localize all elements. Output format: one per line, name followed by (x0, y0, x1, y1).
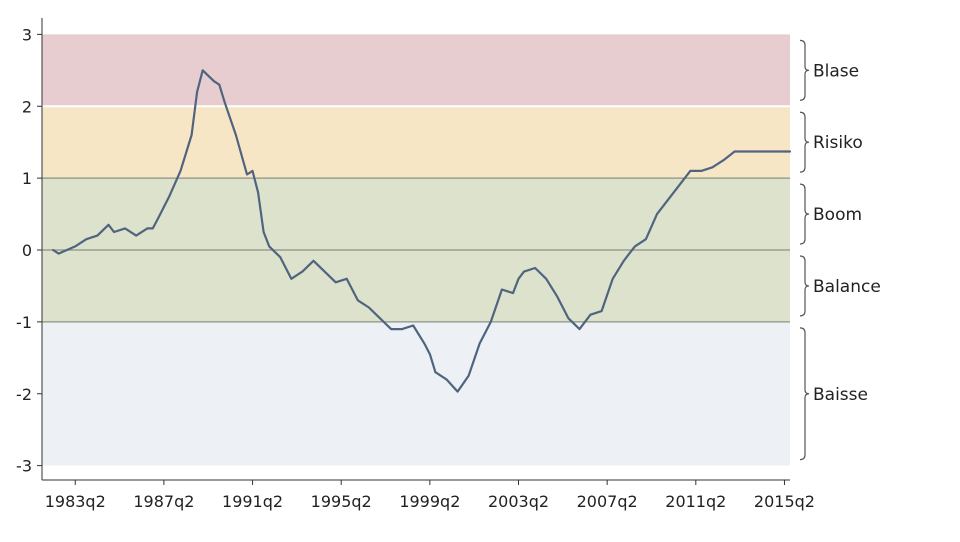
y-tick-label: 3 (22, 25, 32, 44)
x-tick-label: 2015q2 (754, 492, 815, 511)
y-tick-label: -1 (16, 313, 32, 332)
zone-band-baisse (42, 321, 790, 466)
x-tick-label: 1999q2 (399, 492, 460, 511)
zone-label-baisse: Baisse (813, 385, 868, 405)
zone-bands (42, 34, 790, 466)
zone-label-risiko: Risiko (813, 133, 863, 153)
series-group (51, 69, 792, 393)
y-axis-ticks: 3 2 1 0 -1 -2 -3 (16, 25, 42, 476)
zone-brackets: Blase Risiko Boom Balance Baisse (799, 39, 881, 461)
zone-label-blase: Blase (813, 61, 859, 81)
zone-boundaries (42, 105, 790, 323)
zone-band-balance (42, 250, 790, 322)
y-tick-label: 2 (22, 97, 32, 116)
x-tick-label: 1995q2 (311, 492, 372, 511)
zone-band-blase (42, 34, 790, 107)
zone-label-balance: Balance (813, 277, 881, 297)
zone-bracket-risiko (799, 111, 810, 173)
zone-band-boom (42, 178, 790, 250)
x-tick-label: 1987q2 (133, 492, 194, 511)
y-tick-label: -2 (16, 385, 32, 404)
series-line-1 (51, 69, 792, 393)
zone-bracket-balance (799, 255, 810, 317)
x-axis-ticks: 1983q2 1987q2 1991q2 1995q2 1999q2 2003q2 2007… (45, 480, 815, 511)
zone-bracket-baisse (799, 327, 810, 461)
axes (41, 18, 790, 481)
zone-label-boom: Boom (813, 205, 862, 225)
x-tick-label: 2011q2 (665, 492, 726, 511)
zone-band-risiko (42, 106, 790, 179)
x-tick-label: 2007q2 (577, 492, 638, 511)
x-tick-label: 1991q2 (222, 492, 283, 511)
x-tick-label: 1983q2 (45, 492, 106, 511)
x-tick-label: 2003q2 (488, 492, 549, 511)
y-tick-label: 0 (22, 241, 32, 260)
y-tick-label: -3 (16, 457, 32, 476)
zone-bracket-boom (799, 183, 810, 245)
y-tick-label: 1 (22, 169, 32, 188)
zone-bracket-blase (799, 39, 810, 101)
